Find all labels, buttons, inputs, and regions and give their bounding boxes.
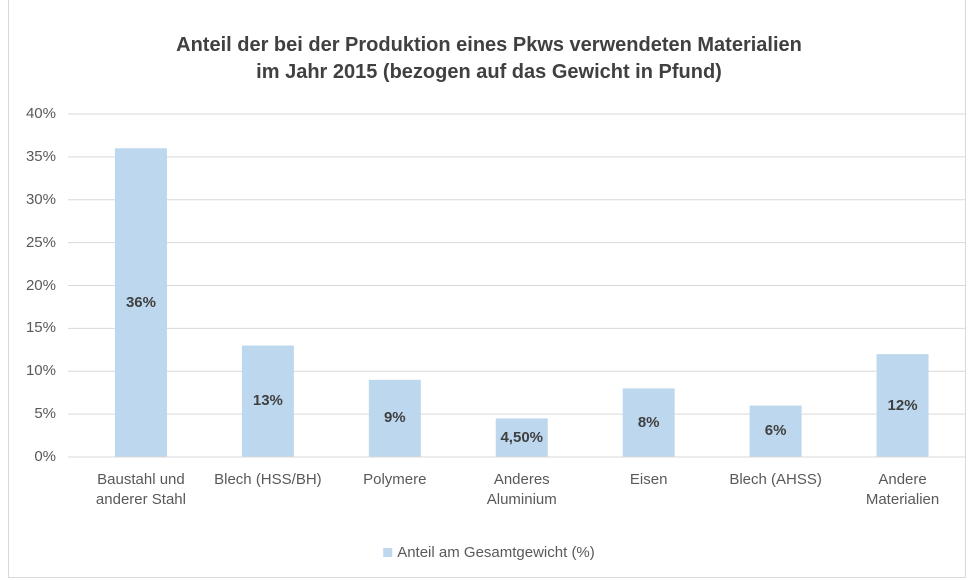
bar	[622, 388, 675, 457]
bar	[876, 354, 929, 457]
y-tick-label: 0%	[34, 448, 56, 465]
bar	[495, 418, 548, 457]
x-tick-label: Eisen	[629, 471, 668, 488]
data-label: 13%	[252, 392, 283, 410]
x-tick-label: Anderes Aluminium	[486, 471, 557, 508]
data-label: 36%	[125, 293, 156, 311]
x-tick-label: Andere Materialien	[865, 471, 940, 508]
bar	[368, 379, 421, 457]
chart-title: im Jahr 2015 (bezogen auf das Gewicht in…	[256, 61, 722, 83]
data-label: 6%	[764, 422, 787, 440]
y-tick-label: 10%	[25, 362, 56, 380]
x-tick-label: Blech (HSS/BH)	[214, 471, 322, 488]
bar	[241, 345, 294, 457]
data-label: 12%	[887, 396, 918, 414]
y-tick-label: 30%	[25, 190, 56, 208]
data-label: 8%	[637, 413, 660, 431]
y-tick-label: 40%	[25, 105, 56, 122]
y-tick-label: 15%	[25, 319, 56, 337]
bar	[749, 405, 802, 457]
y-tick-label: 25%	[25, 233, 56, 251]
bar	[114, 148, 167, 458]
y-tick-label: 20%	[25, 276, 56, 294]
x-tick-label: Baustahl und anderer Stahl	[95, 471, 186, 508]
y-tick-label: 5%	[34, 405, 56, 423]
x-tick-label: Polymere	[363, 471, 427, 488]
data-label: 4,50%	[500, 428, 544, 446]
chart-title: Anteil der bei der Produktion eines Pkws…	[176, 34, 802, 56]
data-label: 9%	[383, 409, 406, 427]
legend-swatch	[383, 548, 393, 557]
x-tick-label: Blech (AHSS)	[729, 471, 822, 488]
legend-label: Anteil am Gesamtgewicht (%)	[397, 544, 595, 561]
y-tick-label: 35%	[25, 147, 56, 165]
chart-frame	[8, 0, 966, 578]
